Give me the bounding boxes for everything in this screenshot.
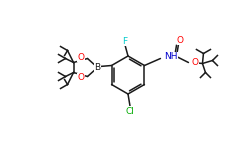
Text: Cl: Cl — [126, 106, 134, 116]
Text: F: F — [122, 36, 128, 45]
Text: NH: NH — [164, 52, 178, 61]
Text: O: O — [177, 36, 184, 45]
Text: O: O — [78, 53, 84, 62]
Text: B: B — [94, 63, 100, 72]
Text: O: O — [192, 58, 198, 67]
Text: O: O — [78, 73, 84, 82]
